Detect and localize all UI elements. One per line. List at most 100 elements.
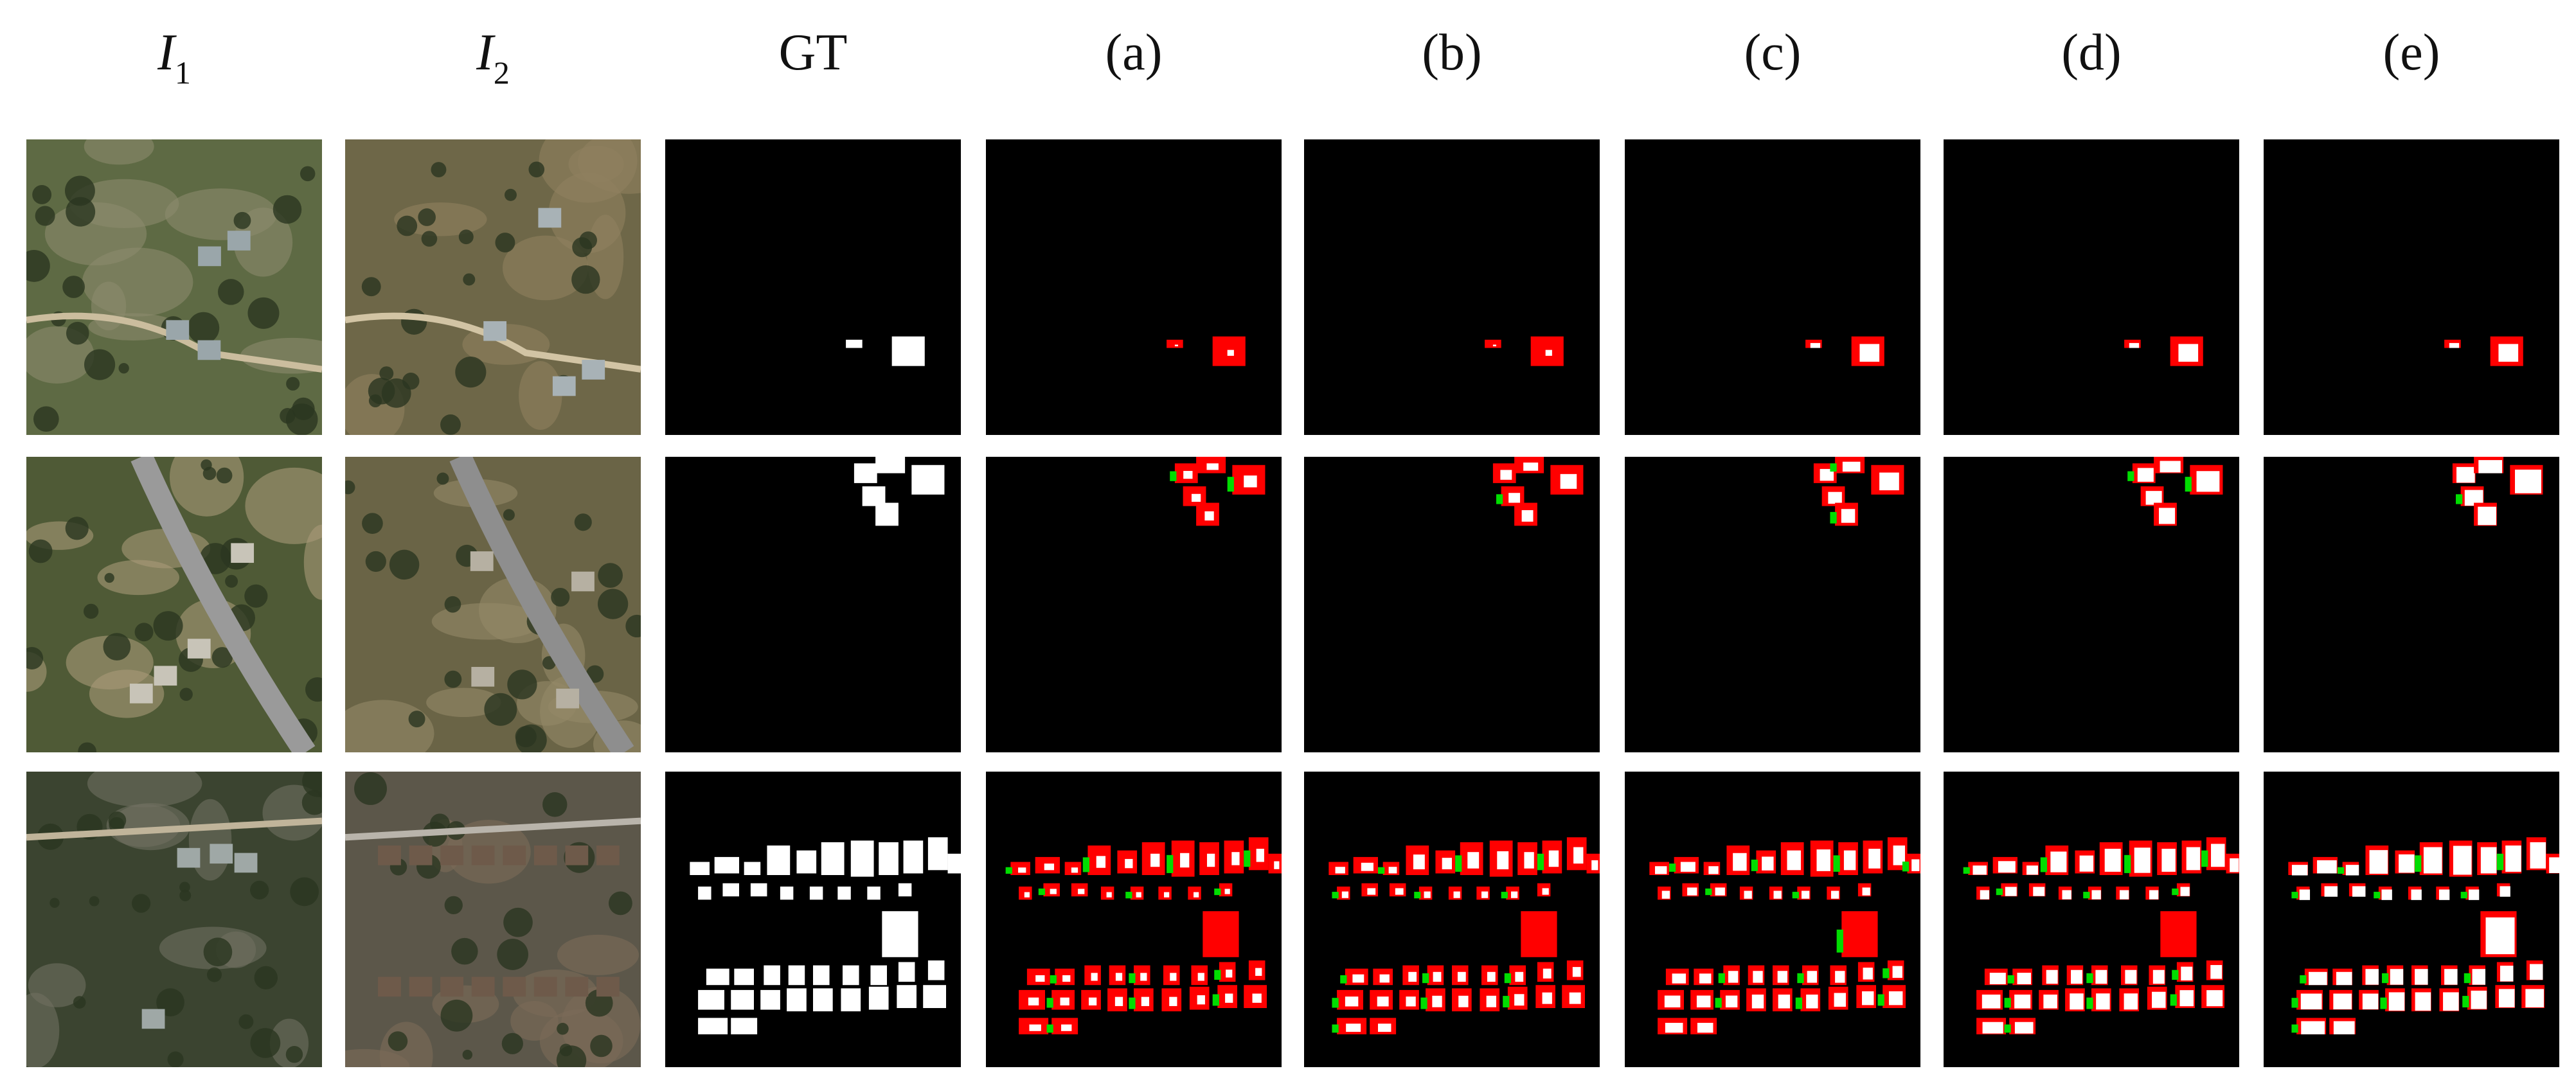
mask-hit bbox=[1194, 892, 1199, 898]
mask-hit bbox=[1169, 996, 1177, 1006]
mask-hit bbox=[1024, 892, 1030, 898]
mask-false-alarm bbox=[1046, 998, 1053, 1008]
photo-tree bbox=[556, 1045, 587, 1067]
photo-patch bbox=[510, 1001, 559, 1041]
mask-hit bbox=[1091, 973, 1098, 981]
mask-hit bbox=[1432, 995, 1442, 1007]
mask-hit bbox=[2179, 990, 2194, 1007]
photo-patch bbox=[26, 993, 60, 1067]
mask-change bbox=[787, 988, 807, 1012]
mask-hit bbox=[1204, 511, 1214, 521]
photo-tree bbox=[557, 1023, 569, 1035]
mask-hit bbox=[1125, 858, 1133, 869]
photo-tree bbox=[436, 472, 449, 485]
mask-hit bbox=[2104, 849, 2121, 872]
mask-change bbox=[750, 883, 767, 897]
photo-tree bbox=[625, 614, 641, 638]
mask-hit bbox=[2014, 995, 2031, 1009]
photo-building bbox=[378, 846, 401, 865]
mask-hit bbox=[2043, 995, 2057, 1009]
mask-change bbox=[734, 968, 754, 986]
mask-false-alarm bbox=[2338, 867, 2345, 874]
photo-building bbox=[197, 340, 221, 360]
photo-building bbox=[533, 977, 557, 997]
mask-hit bbox=[2449, 342, 2460, 348]
mask-hit bbox=[1708, 866, 1719, 874]
mask-hit bbox=[1733, 853, 1747, 871]
mask-hit bbox=[1807, 971, 1817, 983]
photo-tree bbox=[495, 233, 515, 252]
photo-building bbox=[503, 846, 526, 865]
mask-hit bbox=[1492, 344, 1496, 346]
mask-hit bbox=[1500, 470, 1512, 480]
mask-missed bbox=[1167, 339, 1183, 348]
mask-false-alarm bbox=[1836, 929, 1843, 953]
photo-tree bbox=[440, 999, 473, 1032]
photo-tree bbox=[501, 1032, 523, 1054]
photo-tree bbox=[225, 574, 238, 588]
mask-hit bbox=[1408, 971, 1417, 982]
mask-hit bbox=[2005, 887, 2017, 896]
photo-patch bbox=[84, 139, 154, 165]
mask-hit bbox=[2352, 886, 2366, 897]
mask-change bbox=[843, 965, 859, 986]
mask-false-alarm bbox=[1996, 888, 2003, 896]
mask-false-alarm bbox=[1244, 850, 1251, 867]
photo-tree bbox=[401, 308, 427, 335]
mask-hit bbox=[1140, 973, 1147, 981]
header-subscript: 2 bbox=[494, 55, 510, 91]
mask-hit bbox=[2210, 965, 2223, 979]
mask-hit bbox=[2468, 889, 2480, 900]
mask-hit bbox=[2324, 886, 2338, 897]
mask-false-alarm bbox=[1420, 997, 1427, 1009]
photo-tree bbox=[250, 1028, 281, 1058]
mask-change bbox=[841, 988, 861, 1012]
mask-false-alarm bbox=[2185, 477, 2192, 492]
photo-building bbox=[596, 977, 620, 997]
mask-hit bbox=[1388, 867, 1397, 874]
mask-false-alarm bbox=[1830, 463, 1837, 472]
mask-change bbox=[875, 457, 906, 474]
mask-false-alarm bbox=[1129, 997, 1136, 1009]
mask-change bbox=[813, 965, 830, 986]
photo-tree bbox=[451, 937, 478, 965]
photo-tree bbox=[233, 211, 251, 229]
column-header: I2 bbox=[476, 24, 510, 91]
mask-hit bbox=[1183, 470, 1193, 479]
mask-hit bbox=[1560, 474, 1577, 489]
mask-false-alarm bbox=[1125, 892, 1132, 899]
mask-hit bbox=[1841, 509, 1856, 523]
mask-hit bbox=[1164, 892, 1170, 898]
mask-false-alarm bbox=[1501, 892, 1508, 899]
mask-change bbox=[882, 911, 918, 957]
mask-hit bbox=[1806, 995, 1818, 1009]
mask-hit bbox=[1197, 973, 1204, 981]
mask-false-alarm bbox=[2086, 997, 2093, 1009]
photo-building bbox=[210, 844, 233, 864]
mask-false-alarm bbox=[1669, 863, 1676, 872]
photo-building bbox=[166, 320, 190, 340]
photo-tree bbox=[64, 175, 95, 206]
mask-change bbox=[879, 842, 899, 875]
mask-missed bbox=[1203, 911, 1239, 957]
mask-hit bbox=[2478, 460, 2503, 474]
mask-false-alarm bbox=[2127, 471, 2134, 481]
mask-hit bbox=[1515, 971, 1524, 982]
photo-tree bbox=[286, 376, 300, 391]
mask-hit bbox=[1862, 887, 1870, 896]
photo-tree bbox=[484, 693, 517, 726]
photo-tree bbox=[431, 162, 447, 178]
mask-hit bbox=[1777, 971, 1787, 983]
mask-false-alarm bbox=[2007, 975, 2014, 984]
column-header: (a) bbox=[1105, 24, 1163, 81]
mask-false-alarm bbox=[1167, 854, 1174, 873]
photo-tree bbox=[408, 711, 425, 728]
mask-hit bbox=[1834, 993, 1846, 1007]
photo-road bbox=[449, 457, 634, 752]
mask-hit bbox=[1521, 510, 1534, 522]
photo-patch bbox=[111, 802, 190, 851]
mask-hit bbox=[2443, 992, 2459, 1011]
photo-tree bbox=[216, 467, 233, 484]
mask-hit bbox=[1035, 975, 1045, 982]
photo-tree bbox=[33, 406, 59, 432]
